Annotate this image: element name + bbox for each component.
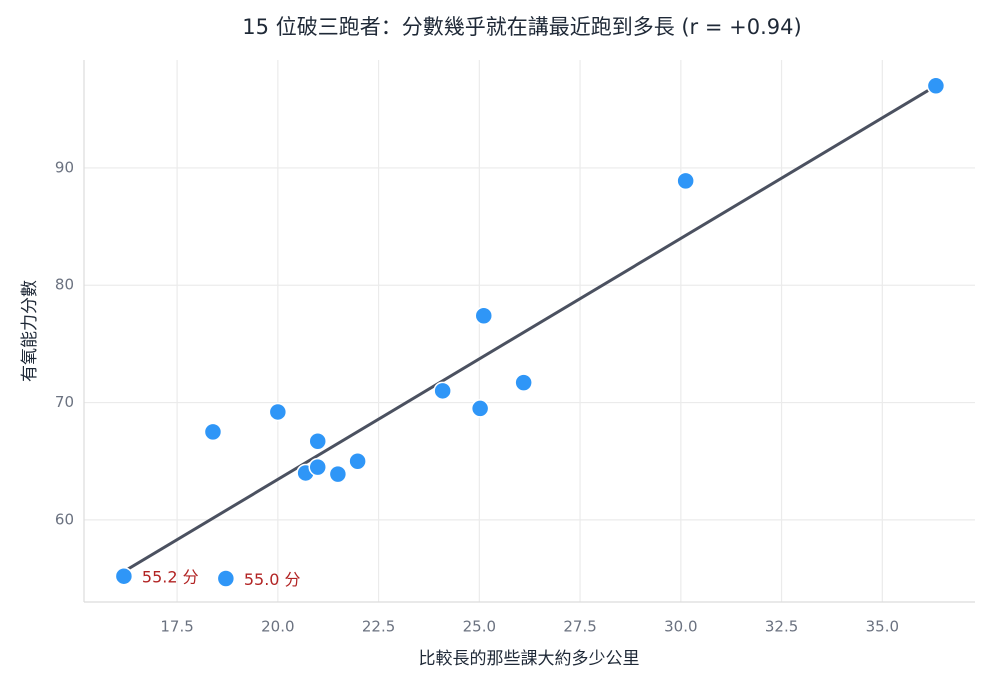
scatter-point [328,464,348,484]
scatter-point [433,381,452,401]
x-tick-label: 30.0 [664,618,697,636]
y-tick-label: 70 [55,393,74,411]
x-tick-label: 20.0 [261,618,294,636]
annotation: 55.2 分 [142,568,199,587]
x-tick-label: 35.0 [866,618,899,636]
scatter-point [308,457,327,477]
scatter-point [470,399,490,418]
scatter-point [514,373,533,392]
y-axis-label: 有氧能力分數 [20,280,40,382]
scatter-point [474,306,494,325]
x-tick-label: 17.5 [160,618,193,636]
x-tick-label: 27.5 [563,618,596,636]
trend-line [123,84,937,573]
y-tick-label: 60 [55,510,74,528]
annotation: 55.0 分 [244,570,301,589]
x-tick-label: 22.5 [362,618,395,636]
scatter-point [926,76,946,96]
chart-title: 15 位破三跑者：分數幾乎就在講最近跑到多長 (r = +0.94) [242,15,801,39]
scatter-point [216,569,236,588]
x-tick-label: 32.5 [765,618,798,636]
y-tick-label: 90 [55,158,74,176]
y-tick-label: 80 [55,276,74,294]
scatter-point [268,402,288,422]
scatter-point [348,451,367,471]
scatter-point [676,171,695,191]
x-axis-label: 比較長的那些課大約多少公里 [419,649,640,669]
x-tick-label: 25.0 [463,618,496,636]
scatter-point [114,566,134,586]
scatter-point [203,422,223,442]
scatter-point [308,432,327,451]
